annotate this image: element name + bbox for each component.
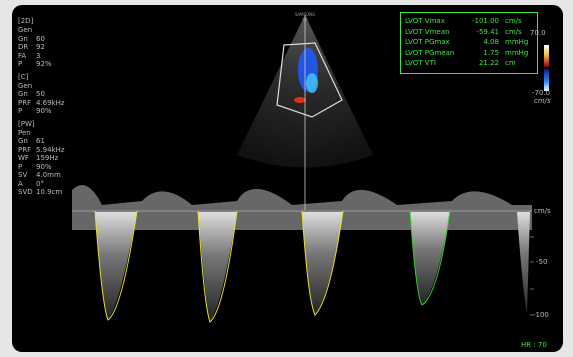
ultrasound-graphics	[72, 15, 549, 323]
setting-value: 90%	[36, 162, 52, 171]
setting-label: WF	[18, 154, 29, 162]
trace	[409, 210, 451, 306]
setting-label: Gen	[18, 81, 33, 90]
setting-label: Gn	[18, 90, 28, 98]
spectral-envelope	[302, 212, 343, 315]
color-roi	[276, 42, 343, 118]
spectral-clutter	[72, 185, 532, 230]
setting-value: 0°	[36, 179, 44, 188]
setting-value: 4.0mm	[36, 171, 61, 179]
setting-label: Gen	[18, 26, 33, 34]
measurement-unit: cm/s	[505, 27, 522, 36]
measurement-unit: cm/s	[505, 17, 522, 25]
doppler-tick-label: -100	[533, 311, 549, 319]
setting-label: P	[18, 162, 23, 171]
setting-label: PRF	[18, 98, 32, 107]
group-header: [2D]	[18, 17, 34, 25]
measurement-unit: mmHg	[505, 48, 529, 57]
setting-value: 159Hz	[36, 154, 59, 162]
setting-label: PRF	[18, 145, 32, 154]
setting-label: A	[18, 179, 23, 188]
setting-label: Pen	[18, 128, 31, 137]
setting-value: 92%	[36, 60, 52, 68]
brand: SAMSUNG V6	[295, 12, 315, 22]
color-bar-unit: cm/s	[534, 97, 551, 105]
setting-value: 60	[36, 34, 45, 43]
setting-label: FA	[18, 51, 27, 60]
measurement-box: LVOT Vmax -101.00 cm/s LVOT Vmean -59.41 cm/s…	[400, 12, 538, 74]
setting-value: 10.9cm	[36, 188, 63, 196]
measurement-unit: cm	[505, 59, 516, 67]
setting-label: Gn	[18, 34, 28, 43]
measurement-label: LVOT Vmean	[405, 27, 450, 36]
group-header: [PW]	[18, 119, 35, 128]
measurement-value: 1.75	[483, 48, 499, 57]
measurement-unit: mmHg	[505, 38, 529, 46]
heart-rate: HR : 70	[521, 341, 547, 349]
measurement-value: -59.41	[476, 27, 499, 36]
setting-label: SV	[18, 171, 28, 179]
setting-label: P	[18, 107, 23, 115]
setting-value: 3	[36, 51, 41, 60]
brand-model: V6	[302, 17, 308, 22]
setting-value: 4.69kHz	[36, 98, 65, 107]
measurement-label: LVOT Vmax	[405, 17, 445, 25]
color-flow	[294, 97, 306, 103]
setting-label: SVD	[18, 188, 33, 196]
setting-value: 90%	[36, 107, 52, 115]
setting-label: Gn	[18, 137, 28, 145]
spectral-envelope	[517, 212, 530, 315]
setting-value: 50	[36, 90, 45, 98]
brand-name: SAMSUNG	[294, 12, 316, 17]
trace	[197, 210, 238, 323]
trace	[301, 210, 344, 316]
measurement-value: 21.22	[478, 59, 499, 67]
color-bar	[544, 45, 549, 91]
color-bar-max: 70.0	[530, 29, 546, 37]
measurement-label: LVOT PGmax	[405, 38, 450, 46]
spectral-envelope	[410, 212, 450, 305]
measurement-label: LVOT VTI	[405, 59, 436, 67]
color-flow	[306, 73, 318, 93]
spectral-envelope	[198, 212, 237, 322]
setting-label: DR	[18, 43, 29, 51]
measurement-value: -101.00	[471, 17, 499, 25]
trace	[94, 210, 138, 321]
measurement-label: LVOT PGmean	[405, 48, 455, 57]
doppler-unit: cm/s	[534, 207, 551, 215]
spectral-envelope	[95, 212, 137, 320]
setting-value: 61	[36, 137, 45, 145]
setting-value: 92	[36, 43, 45, 51]
setting-label: P	[18, 60, 23, 68]
ultrasound-screen: [2D] Gen Gn 60 DR 92 FA 3 P 92% [C] Gen Gn 50 PRF 4.69k…	[12, 5, 563, 352]
setting-value: 5.94kHz	[36, 145, 65, 154]
doppler-tick-label: -50	[536, 258, 548, 266]
measurement-value: 4.08	[483, 38, 499, 46]
scale-ticks	[530, 236, 534, 316]
color-bar-min: -70.0	[532, 89, 551, 97]
group-header: [C]	[18, 72, 29, 81]
